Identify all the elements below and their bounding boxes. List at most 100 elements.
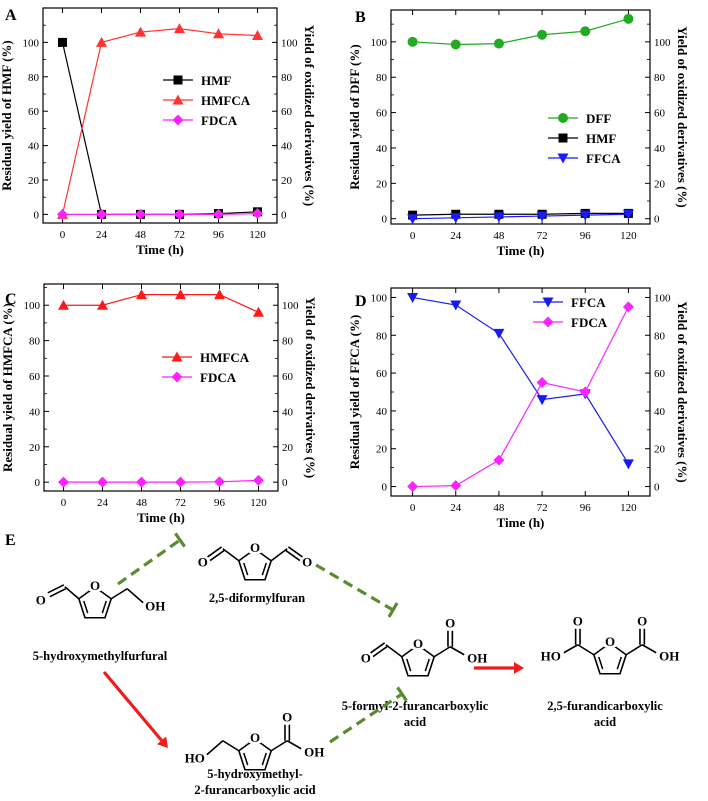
oxygen-mask [249,540,261,553]
inhibition-hmf-to-dff [117,538,181,586]
data-point-hmfca [174,23,185,34]
ring-oxygen: O [250,730,260,745]
carboxyl-bond [433,646,451,658]
data-point-hmfca [58,299,69,310]
x-tick-label: 48 [136,497,148,509]
data-point-hmfca [136,289,147,300]
data-point-fdca [96,208,107,220]
x-axis-label: Time (h) [136,242,184,257]
carbonyl [209,549,225,562]
y-tick-label-right: 60 [281,106,293,118]
atom-o: O [302,555,312,570]
x-tick-label: 96 [580,230,592,242]
data-point-dff [623,13,634,24]
ring-oxygen: O [413,636,423,651]
data-point-fdca [135,208,146,220]
y-axis-label-right: Yield of oxidized derivatives (%) [675,26,690,208]
plot-frame [390,9,651,225]
ring-oxygen: O [90,578,100,593]
series-line-hmf [61,42,258,215]
x-tick-label: 24 [450,230,462,242]
data-point-hmfca [252,30,263,41]
ch2-bond [206,740,224,756]
y-tick-label: 20 [29,442,41,454]
y-tick-label-right: 0 [654,214,660,226]
x-tick-label: 48 [493,230,505,242]
panel-letter-d: D [355,293,367,310]
y-tick-label: 60 [29,371,41,383]
x-tick-label: 48 [493,502,505,514]
atom-o: O [282,710,292,725]
series-line-fdca [62,212,258,215]
double-bond [261,562,267,576]
y-tick-label-right: 20 [282,442,294,454]
data-point-fdca [450,480,462,492]
y-tick-label-right: 20 [654,178,666,190]
y-tick-label-right: 80 [654,330,666,342]
legend-label: HMFCA [200,350,250,365]
data-point-dff [493,38,504,49]
data-point-ffca [450,213,462,224]
panel-letter-a: A [5,7,17,24]
x-tick-label: 0 [410,230,416,242]
data-point-fdca [493,454,505,466]
data-point-fdca [536,377,548,389]
y-axis-label-right: Yield of oxidized derivatives (%) [302,25,317,207]
y-tick-label-right: 0 [282,477,288,489]
ring-oxygen: O [250,540,260,555]
double-bond [243,752,249,766]
y-axis-label: Residual yield of HMF (%) [0,40,14,190]
x-tick-label: 0 [410,502,416,514]
data-point-ffca [493,212,505,223]
data-point-ffca [536,395,548,406]
carboxyl-bond [563,644,579,654]
atom-oh: OH [145,599,165,614]
label-hmfca: 5-hydroxymethyl- [207,767,303,781]
legend-marker [171,351,183,362]
x-tick-label: 24 [97,497,109,509]
data-point-ffca [622,209,634,220]
carboxyl-bond [577,644,595,656]
furan-ring [400,644,436,677]
data-point-ffca [536,211,548,222]
atom-o: O [637,614,647,629]
data-point-fdca [407,481,419,493]
y-tick-label: 80 [376,330,388,342]
legend-label: FDCA [200,370,237,385]
label-hmfca-2: 2-furancarboxylic acid [194,783,315,797]
y-tick-label: 0 [382,482,388,494]
legend-label: FDCA [201,113,238,128]
y-tick-label-right: 40 [654,406,666,418]
x-tick-label: 120 [620,230,637,242]
data-point-fdca [175,476,186,488]
furan-ring [237,548,273,581]
data-point-ffca [407,214,419,225]
data-point-ffca [493,328,505,339]
double-bond [406,658,412,672]
y-tick-label-right: 100 [654,37,671,49]
y-tick-label-right: 80 [654,72,666,84]
x-tick-label: 72 [537,230,548,242]
series-line-hmfca [63,294,259,313]
x-tick-label: 96 [580,502,592,514]
data-point-hmfca [96,36,107,47]
legend-label: HMFCA [201,93,251,108]
atom-o: O [36,593,46,608]
legend-marker [542,316,554,328]
carbonyl [370,642,386,654]
y-tick-label: 100 [23,37,40,49]
atom-oh: OH [659,649,679,664]
atom-ho: HO [185,751,205,766]
data-point-fdca [58,476,69,488]
arrow-hmf-to-hmfca-head [156,736,168,748]
oxygen-mask [604,634,616,647]
data-point-fdca [57,208,68,220]
series-line-hmf [412,212,629,216]
aldehyde-bond [64,586,80,600]
y-tick-label: 20 [376,444,388,456]
double-bond [261,752,267,766]
x-tick-label: 120 [249,229,266,241]
legend-label: FFCA [571,295,606,310]
legend-label: DFF [586,111,611,126]
x-tick-label: 96 [213,229,225,241]
